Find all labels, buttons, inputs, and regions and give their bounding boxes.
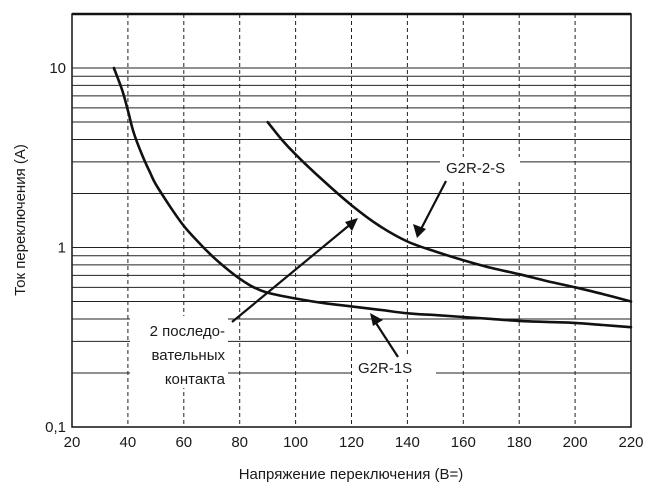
x-tick-label: 120: [339, 434, 364, 451]
x-tick-label: 160: [451, 434, 476, 451]
g2r2s-arrow: [419, 180, 447, 232]
g2r2s-arrowhead: [413, 224, 426, 238]
x-tick-label: 60: [175, 434, 192, 451]
series-line-g2r-1s: [112, 66, 633, 329]
y-tick-label: 0,1: [45, 419, 66, 436]
series-line-g2r-2-s: [266, 120, 633, 303]
x-tick-label: 80: [231, 434, 248, 451]
g2r1s-arrow: [373, 319, 399, 358]
g2r1s-label-bg: [352, 357, 436, 379]
g2r2s-label: G2R-2-S: [446, 160, 505, 177]
g2r1s-arrowhead: [370, 313, 383, 326]
x-tick-label: 40: [120, 434, 137, 451]
x-tick-label: 220: [618, 434, 643, 451]
g2r1s-label: G2R-1S: [358, 360, 412, 377]
y-axis-title: Ток переключения (А): [12, 144, 29, 296]
x-tick-label: 200: [563, 434, 588, 451]
g2r2s-label-bg: [440, 157, 520, 179]
series-contacts-arrow: [231, 222, 353, 323]
x-tick-label: 100: [283, 434, 308, 451]
y-tick-label: 1: [58, 240, 66, 257]
x-axis-title: Напряжение переключения (В=): [239, 466, 464, 483]
curves: [112, 66, 633, 329]
y-tick-label: 10: [49, 60, 66, 77]
x-tick-label: 20: [64, 434, 81, 451]
x-tick-label: 140: [395, 434, 420, 451]
series-contacts-arrowhead: [345, 218, 358, 231]
x-tick-label: 180: [507, 434, 532, 451]
series-contacts-label-line3: контакта: [165, 371, 226, 388]
series-contacts-label-line1: 2 последо-: [150, 323, 225, 340]
annotations: G2R-2-S G2R-1S 2 последо- вательных конт…: [130, 157, 520, 388]
tick-labels: 20 40 60 80 100 120 140 160 180 200 220 10 1 0,1: [45, 60, 643, 451]
series-contacts-label-line2: вательных: [152, 347, 226, 364]
series-contacts-label-bg: [130, 316, 228, 388]
